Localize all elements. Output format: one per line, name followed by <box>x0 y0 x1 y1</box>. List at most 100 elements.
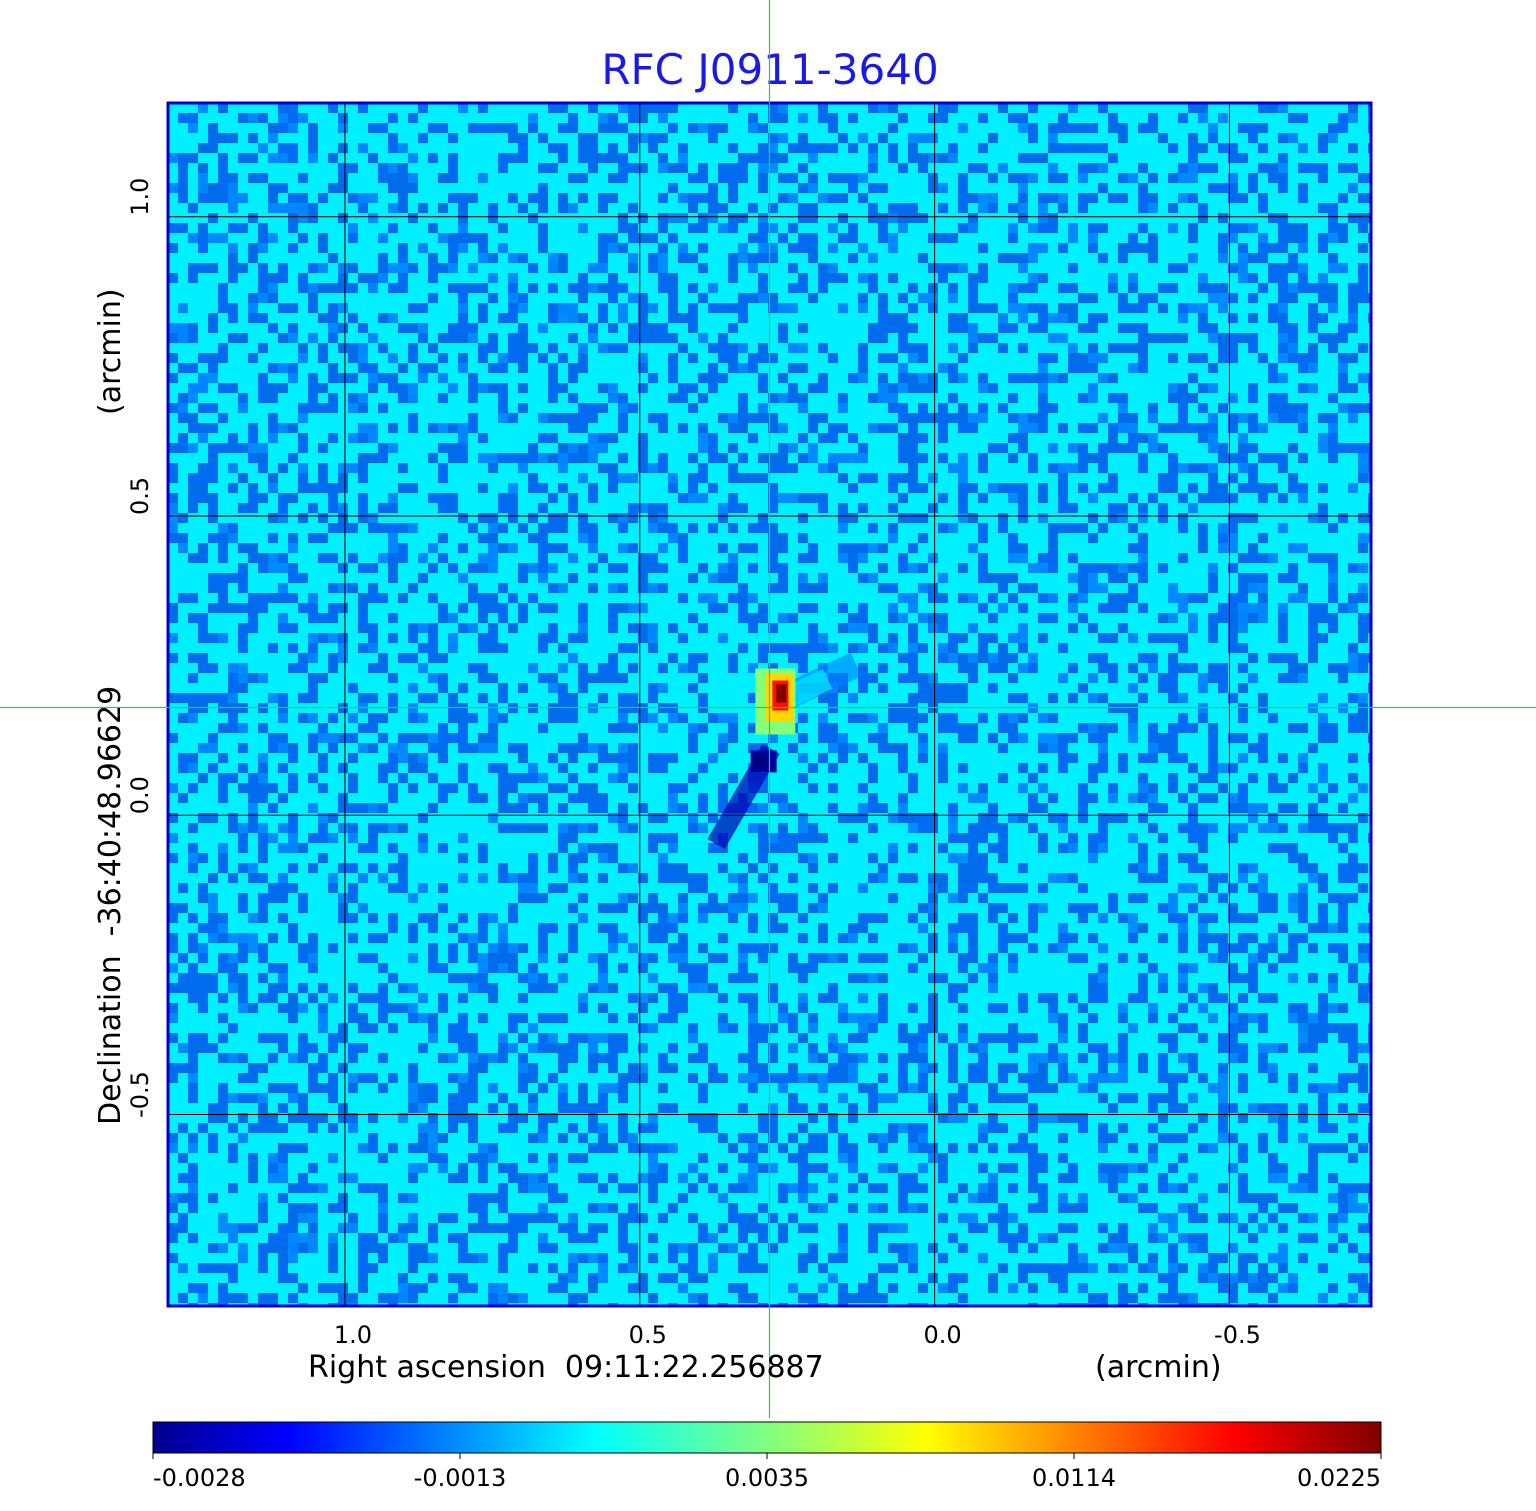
noise-pixel <box>668 1013 678 1023</box>
noise-pixel <box>468 583 478 593</box>
noise-pixel <box>1078 193 1088 203</box>
noise-pixel <box>1088 163 1098 173</box>
noise-pixel <box>1098 603 1108 613</box>
noise-pixel <box>1188 423 1198 433</box>
noise-pixel <box>528 1043 538 1053</box>
noise-pixel <box>1028 123 1038 133</box>
noise-pixel <box>818 273 828 283</box>
noise-pixel <box>758 853 768 863</box>
noise-pixel <box>508 513 518 523</box>
noise-pixel <box>468 933 478 943</box>
noise-pixel <box>368 433 378 443</box>
noise-pixel <box>1358 923 1368 933</box>
noise-pixel <box>858 783 868 793</box>
noise-pixel <box>768 303 778 313</box>
noise-pixel <box>1168 1133 1178 1143</box>
noise-pixel <box>1178 333 1188 343</box>
noise-pixel <box>208 473 218 483</box>
noise-pixel <box>248 1093 258 1103</box>
noise-pixel <box>1018 513 1028 523</box>
noise-pixel <box>788 193 798 203</box>
noise-pixel <box>1018 713 1028 723</box>
noise-pixel <box>468 1053 478 1063</box>
noise-pixel <box>1048 373 1058 383</box>
noise-pixel <box>1098 633 1108 643</box>
noise-pixel <box>748 1013 758 1023</box>
noise-pixel <box>208 373 218 383</box>
noise-pixel <box>778 453 788 463</box>
noise-pixel <box>758 1063 768 1073</box>
noise-pixel <box>238 153 248 163</box>
noise-pixel <box>908 1053 918 1063</box>
noise-pixel <box>1148 233 1158 243</box>
noise-pixel <box>1178 1103 1188 1113</box>
noise-pixel <box>1088 363 1098 373</box>
noise-pixel <box>898 593 908 603</box>
noise-pixel <box>808 903 818 913</box>
noise-pixel <box>1238 1043 1248 1053</box>
noise-pixel <box>828 723 838 733</box>
noise-pixel <box>388 1073 398 1083</box>
noise-pixel <box>248 823 258 833</box>
noise-pixel <box>548 303 558 313</box>
noise-pixel <box>988 303 998 313</box>
noise-pixel <box>928 873 938 883</box>
noise-pixel <box>1008 493 1018 503</box>
noise-pixel <box>1298 1133 1308 1143</box>
noise-pixel <box>228 983 238 993</box>
noise-pixel <box>1078 683 1088 693</box>
noise-pixel <box>658 223 668 233</box>
noise-pixel <box>1128 273 1138 283</box>
noise-pixel <box>598 963 608 973</box>
noise-pixel <box>1318 243 1328 253</box>
noise-pixel <box>1008 733 1018 743</box>
noise-pixel <box>1068 1113 1078 1123</box>
noise-pixel <box>588 763 598 773</box>
noise-pixel <box>318 483 328 493</box>
noise-pixel <box>888 583 898 593</box>
noise-pixel <box>978 383 988 393</box>
noise-pixel <box>838 513 848 523</box>
noise-pixel <box>168 933 178 943</box>
noise-pixel <box>798 453 808 463</box>
noise-pixel <box>698 913 708 923</box>
noise-pixel <box>248 863 258 873</box>
noise-pixel <box>1038 803 1048 813</box>
noise-pixel <box>188 993 198 1003</box>
noise-pixel <box>268 993 278 1003</box>
noise-pixel <box>688 203 698 213</box>
noise-pixel <box>1198 773 1208 783</box>
noise-pixel <box>518 453 528 463</box>
noise-pixel <box>208 443 218 453</box>
noise-pixel <box>178 593 188 603</box>
noise-pixel <box>1328 213 1338 223</box>
noise-pixel <box>1088 513 1098 523</box>
noise-pixel <box>718 993 728 1003</box>
noise-pixel <box>1088 573 1098 583</box>
noise-pixel <box>368 593 378 603</box>
noise-pixel <box>1008 913 1018 923</box>
noise-pixel <box>1068 733 1078 743</box>
noise-pixel <box>358 323 368 333</box>
noise-pixel <box>888 633 898 643</box>
noise-pixel <box>978 143 988 153</box>
noise-pixel <box>188 913 198 923</box>
noise-pixel <box>288 323 298 333</box>
noise-pixel <box>758 783 768 793</box>
noise-pixel <box>478 933 488 943</box>
noise-pixel <box>948 103 958 113</box>
noise-pixel <box>338 323 348 333</box>
noise-pixel <box>698 693 708 703</box>
noise-pixel <box>1058 673 1068 683</box>
noise-pixel <box>168 493 178 503</box>
noise-pixel <box>878 543 888 553</box>
noise-pixel <box>858 673 868 683</box>
noise-pixel <box>328 1043 338 1053</box>
noise-pixel <box>258 973 268 983</box>
noise-pixel <box>318 353 328 363</box>
noise-pixel <box>248 813 258 823</box>
noise-pixel <box>598 303 608 313</box>
noise-pixel <box>438 733 448 743</box>
noise-pixel <box>1188 353 1198 363</box>
